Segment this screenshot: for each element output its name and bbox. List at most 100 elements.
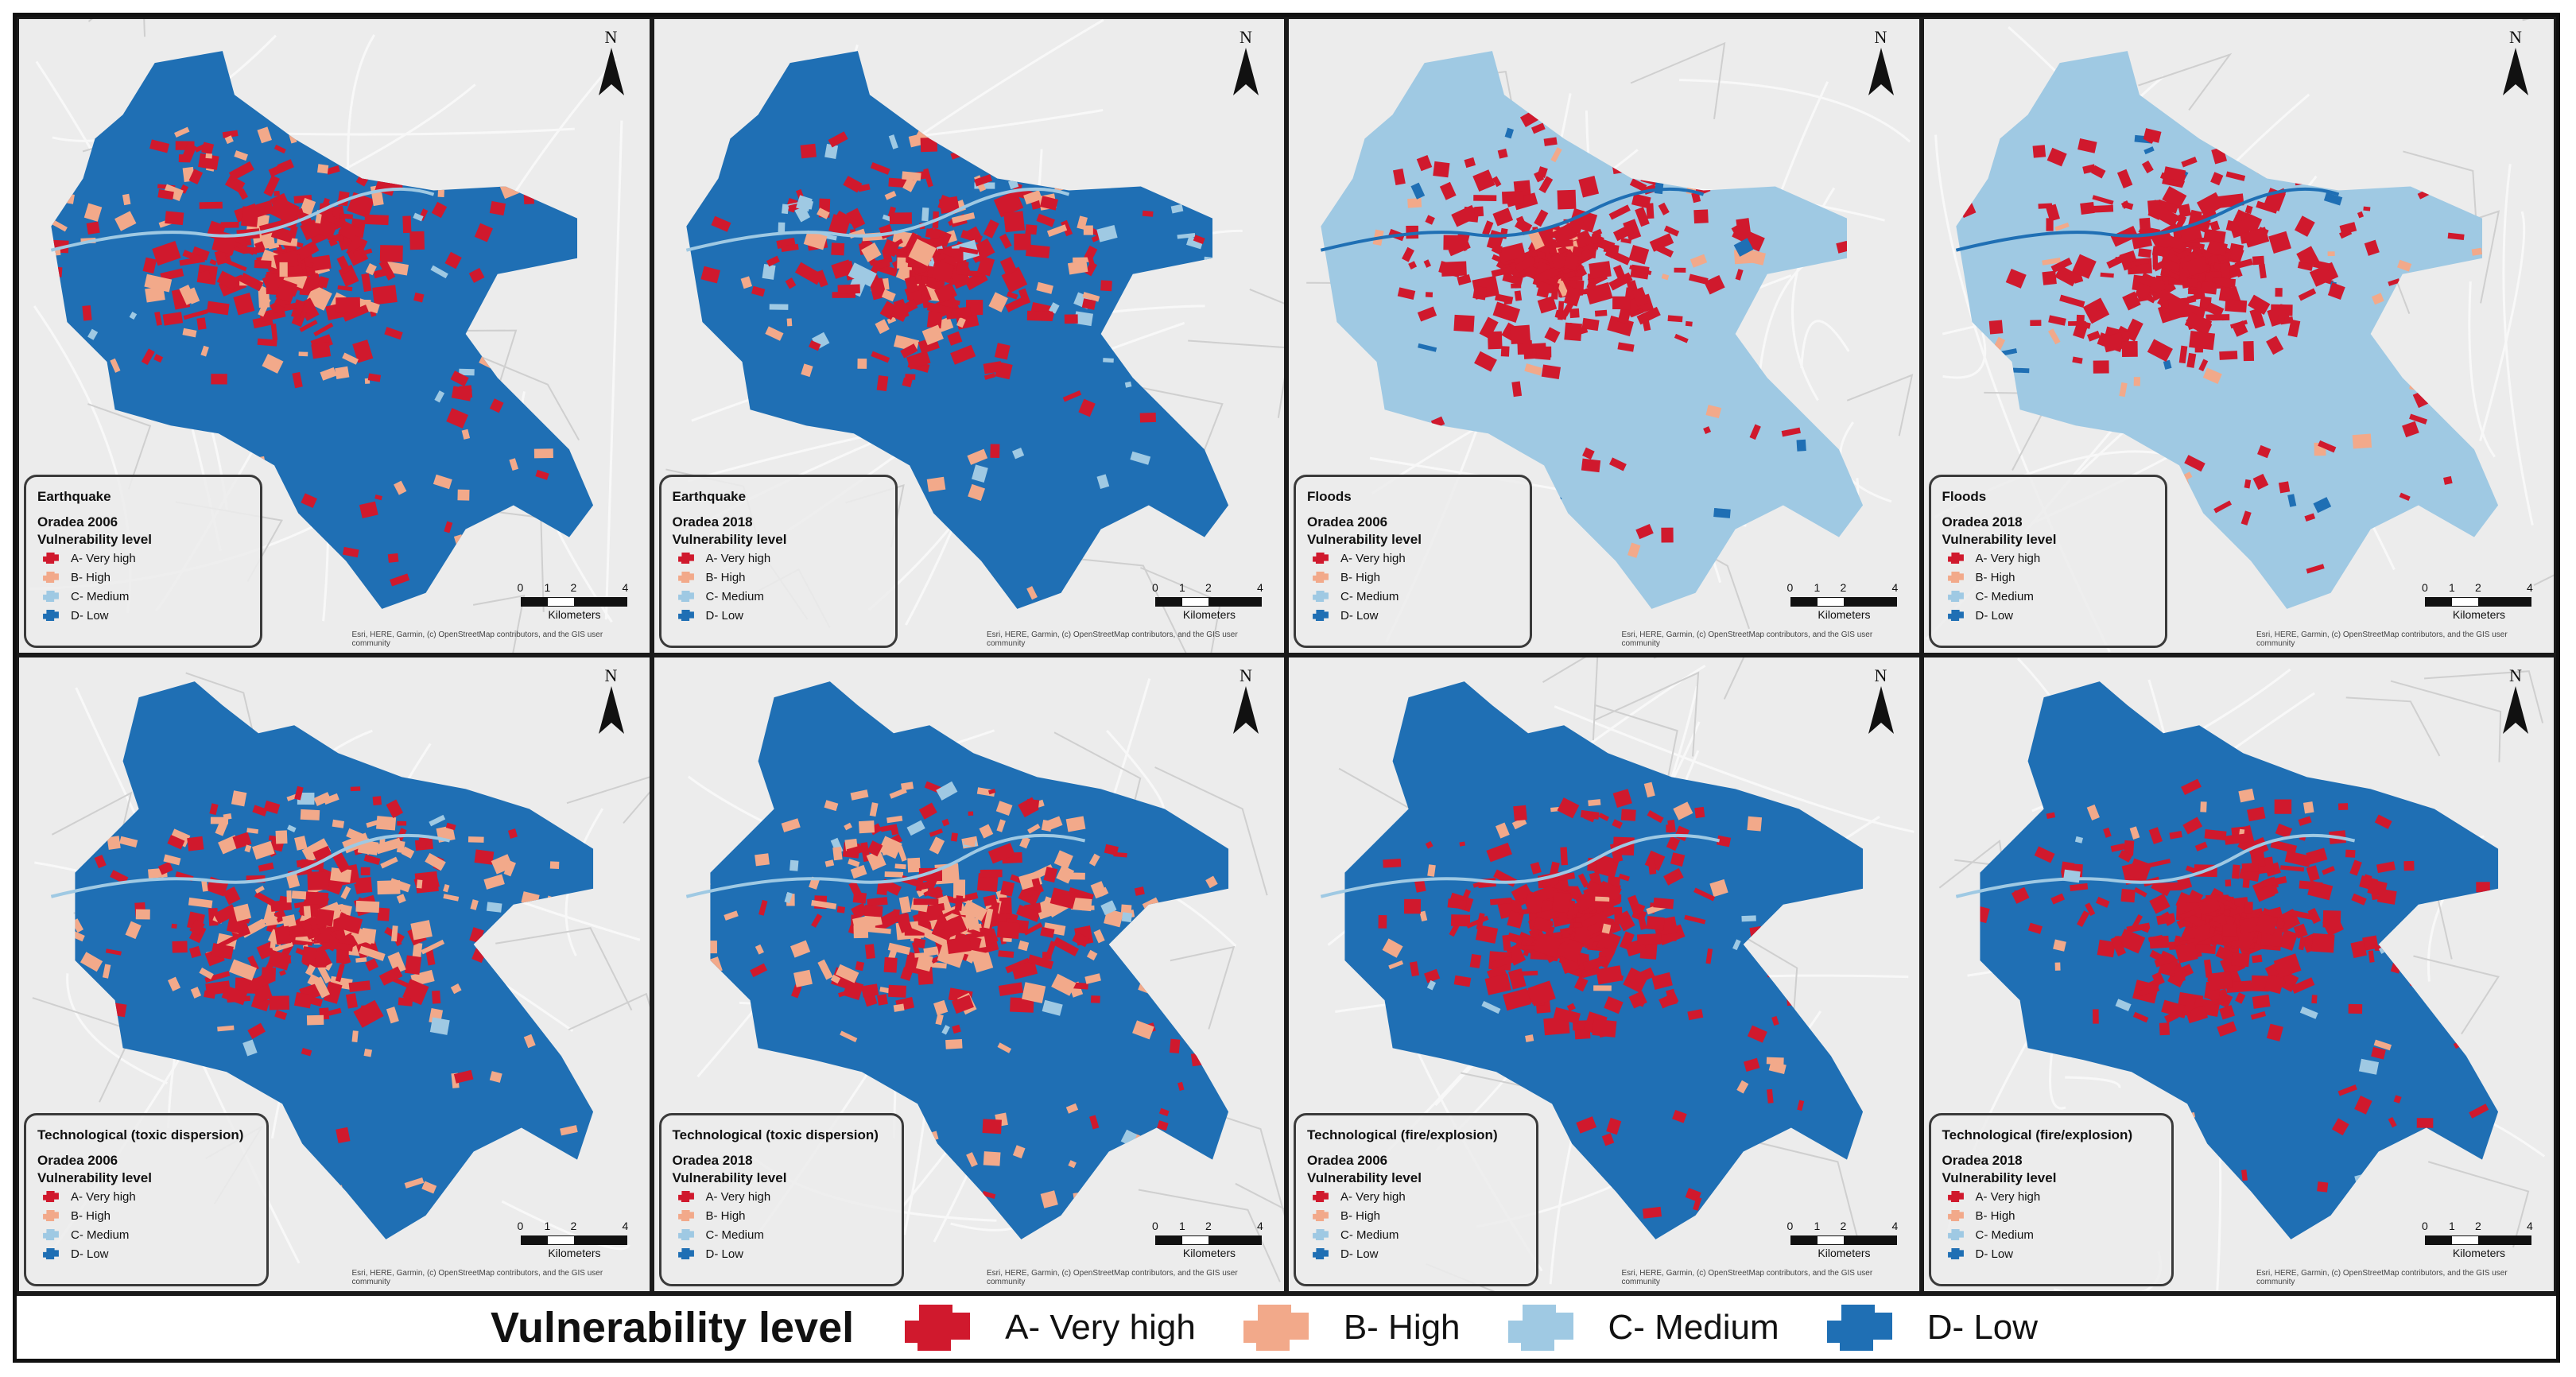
patch-very-high (198, 270, 211, 282)
patch-high (830, 974, 840, 984)
patch-very-high (1551, 239, 1574, 249)
patch-high (188, 897, 213, 909)
north-letter: N (1874, 665, 1887, 685)
patch-high (229, 959, 257, 981)
patch-very-high (1457, 273, 1472, 285)
patch-very-high (780, 243, 799, 252)
patch-very-high (945, 306, 972, 320)
patch-very-high (1586, 880, 1602, 894)
patch-medium (1170, 204, 1183, 214)
patch-very-high (2298, 288, 2316, 301)
patch-high (995, 801, 1012, 817)
scale-unit: Kilometers (548, 1247, 601, 1259)
patch-very-high (404, 955, 422, 976)
patch-very-high (2196, 192, 2224, 217)
patch-very-high (1574, 1028, 1591, 1040)
patch-very-high (1576, 1116, 1597, 1134)
patch-very-high (1397, 287, 1416, 300)
basemap-road (1800, 320, 1850, 368)
vulnerability-patches (75, 785, 588, 1224)
patch-high (852, 925, 868, 939)
patch-very-high (2186, 295, 2196, 304)
patch-very-high (2188, 330, 2215, 351)
patch-high (457, 489, 470, 501)
basemap-boundary (2427, 1161, 2529, 1248)
north-arrow: N (1864, 27, 1899, 103)
patch-very-high (260, 961, 274, 980)
patch-very-high (183, 309, 208, 320)
patch-very-high (2225, 879, 2231, 887)
patch-very-high (1438, 261, 1462, 277)
patch-very-high (1581, 289, 1589, 295)
patch-very-high (350, 786, 361, 792)
patch-high (2052, 939, 2066, 952)
patch-low (1504, 127, 1515, 139)
north-arrow: N (1228, 27, 1263, 103)
medium-swatch-icon (677, 1228, 694, 1241)
scale-tick: 2 (570, 581, 577, 594)
patch-medium (459, 368, 475, 376)
patch-very-high (836, 284, 860, 294)
patch-very-high (181, 142, 197, 161)
patch-very-high (2224, 833, 2248, 845)
scale-tick: 2 (1840, 581, 1847, 594)
river-line (1320, 833, 1721, 898)
north-letter: N (604, 665, 618, 685)
patch-very-high (2303, 513, 2315, 522)
patch-high (996, 1042, 1011, 1053)
patch-very-high (2187, 289, 2198, 295)
patch-very-high (922, 886, 940, 897)
patch-very-high (1749, 424, 1761, 440)
basemap-boundary (495, 927, 633, 1010)
patch-very-high (1612, 224, 1635, 242)
patch-very-high (999, 897, 1012, 914)
patch-very-high (2163, 177, 2182, 186)
patch-high (1419, 910, 1428, 922)
patch-high (850, 789, 868, 801)
patch-high (886, 316, 896, 324)
patch-medium (1011, 448, 1024, 460)
patch-very-high (1473, 195, 1497, 201)
patch-very-high (1635, 523, 1654, 540)
patch-very-high (2086, 330, 2101, 342)
patch-very-high (1503, 297, 1512, 305)
patch-very-high (1510, 324, 1531, 345)
patch-very-high (1408, 261, 1418, 270)
basemap-boundary (2137, 52, 2232, 111)
patch-very-high (1024, 224, 1037, 235)
patch-very-high (846, 844, 863, 856)
patch-very-high (1414, 878, 1426, 893)
patch-very-high (1674, 825, 1690, 842)
patch-high (754, 853, 770, 867)
patch-very-high (1836, 240, 1849, 254)
patch-very-high (1594, 854, 1620, 879)
patch-high (391, 925, 398, 942)
bottom-legend-label-high: B- High (1343, 1307, 1461, 1347)
patch-very-high (982, 894, 997, 907)
scale-tick: 1 (1179, 581, 1185, 594)
patch-high (396, 894, 406, 904)
patch-very-high (758, 899, 767, 916)
patch-high (2327, 251, 2335, 257)
patch-very-high (2110, 843, 2125, 852)
patch-very-high (1592, 1018, 1617, 1038)
scale-tick: 4 (1891, 1220, 1899, 1232)
patch-high (921, 324, 944, 346)
high-swatch-icon (1313, 571, 1329, 584)
patch-very-high (1781, 427, 1801, 437)
legend-hazard: Floods (1307, 489, 1352, 504)
patch-very-high (474, 849, 495, 865)
patch-very-high (307, 871, 329, 890)
patch-medium (1129, 451, 1150, 465)
patch-very-high (870, 351, 890, 363)
patch-very-high (2218, 1005, 2235, 1020)
scale-tick-labels: 0 1 2 4 (1787, 1220, 1899, 1234)
patch-very-high (220, 221, 239, 228)
patch-very-high (1636, 306, 1661, 325)
patch-very-high (1011, 960, 1038, 980)
scale-bar-strip (2425, 1235, 2531, 1245)
patch-high (945, 1038, 963, 1049)
patch-very-high (1577, 873, 1589, 888)
basemap-boundary (1138, 1189, 1281, 1282)
patch-very-high (1661, 527, 1674, 543)
